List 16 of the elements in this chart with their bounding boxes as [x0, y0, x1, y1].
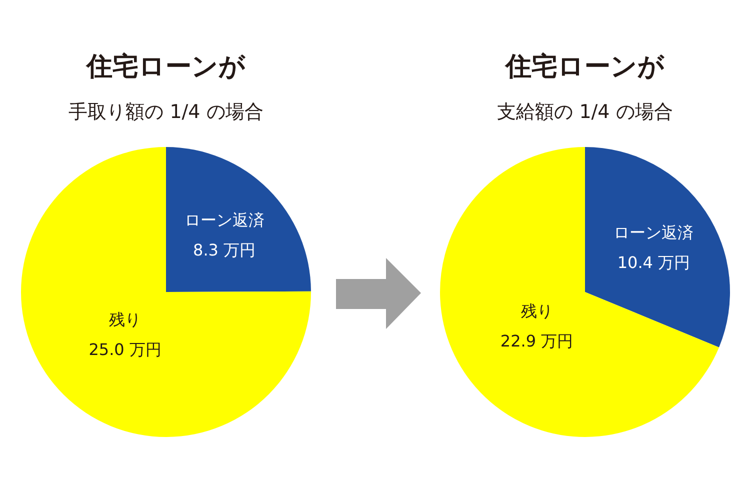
- slice-label: ローン返済: [184, 210, 264, 230]
- chart-subtitle: 支給額の 1/4 の場合: [496, 100, 674, 125]
- pie-slice: [440, 147, 720, 437]
- data-label: 22.9 万円: [500, 331, 574, 350]
- slice-label: ローン返済: [614, 223, 694, 242]
- data-label: 10.4 万円: [617, 253, 690, 272]
- chart-title: 住宅ローンが: [504, 51, 666, 84]
- data-label: 25.0 万円: [88, 340, 162, 360]
- chart-subtitle: 手取り額の 1/4 の場合: [68, 100, 264, 125]
- chart-title: 住宅ローンが: [84, 51, 246, 84]
- data-label: 8.3 万円: [193, 240, 256, 260]
- pie-slice: [21, 147, 311, 437]
- pie-slice: [585, 147, 730, 348]
- slice-label: 残り: [520, 301, 553, 320]
- slice-label: 残り: [109, 310, 142, 330]
- pie-slice: [166, 147, 311, 292]
